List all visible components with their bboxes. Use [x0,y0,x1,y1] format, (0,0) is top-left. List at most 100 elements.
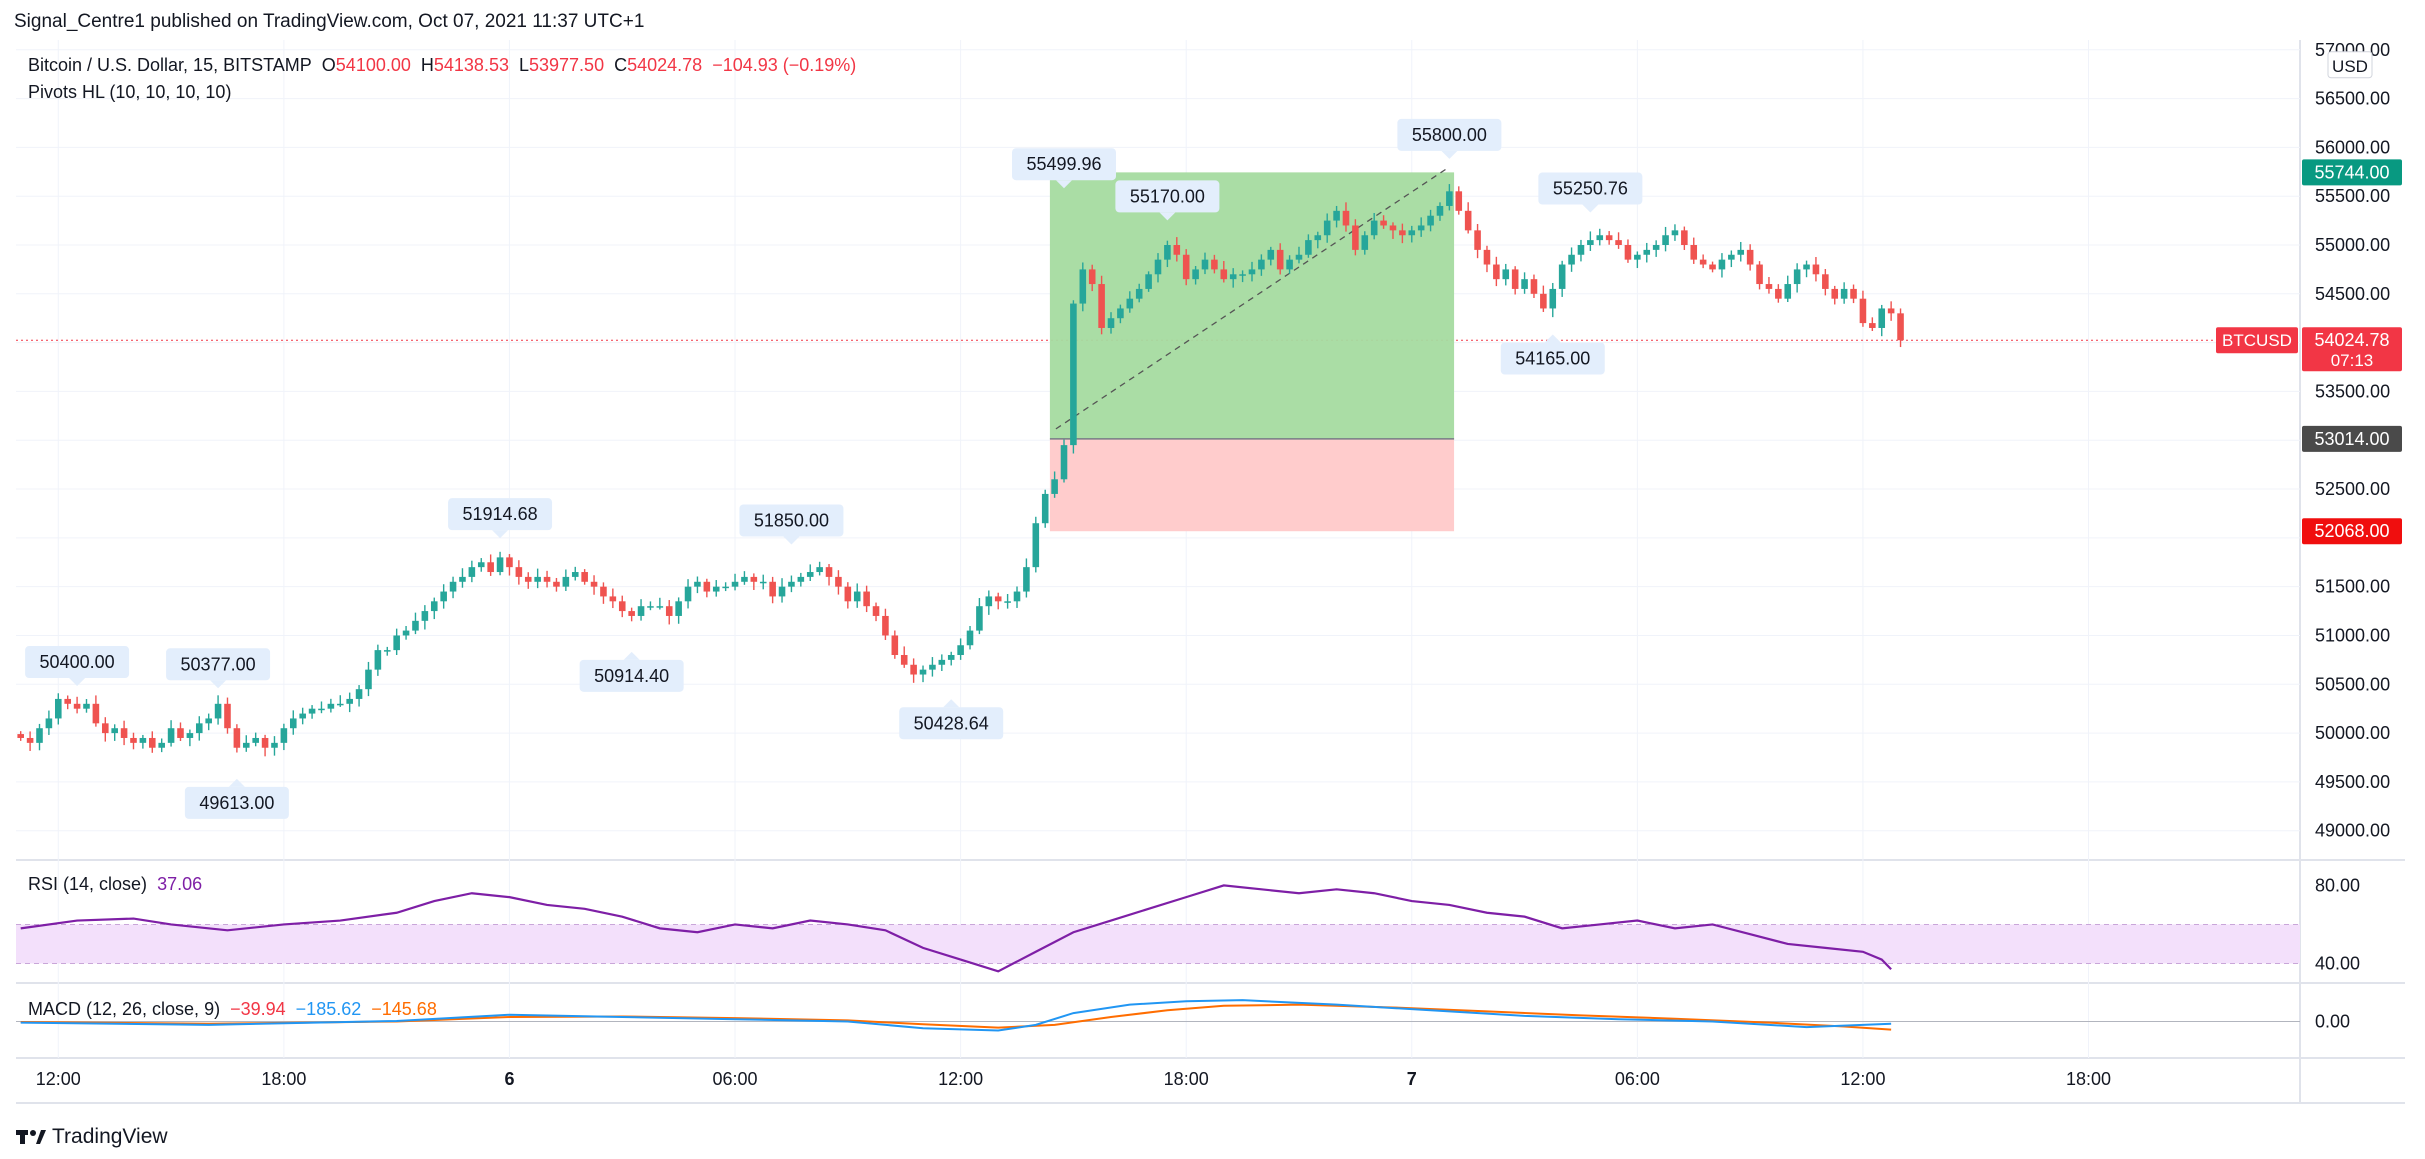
candle-body [1107,318,1115,328]
currency-box [2327,51,2373,79]
stop-price-tag-text: 52068.00 [2314,521,2389,541]
price-tick-label: 55500.00 [2315,186,2390,206]
candle-body [628,611,635,616]
candle-body [1323,220,1331,236]
candle-body [600,586,607,597]
candle-body [1624,245,1632,260]
pivot-pointer [1544,334,1561,343]
macd-name: MACD (12, 26, close, 9) [28,999,221,1019]
rsi-legend: RSI (14, close) 37.06 [28,874,202,895]
candle-body [581,572,588,582]
candle-body [1605,235,1613,241]
candle-body [1436,205,1444,216]
tradingview-logo-text: TradingView [52,1125,168,1148]
price-tick-label: 55000.00 [2315,235,2390,255]
pivot-label-box [1012,148,1117,181]
time-tick-label: 06:00 [713,1069,758,1089]
candle-body [1530,279,1538,294]
candle-body [703,581,711,592]
candle-body [402,630,410,636]
candle-body [1568,254,1575,265]
pivot-label-box [166,648,271,681]
pivot-pointer [623,651,640,660]
candle-body [83,703,90,709]
candle-body [1135,288,1143,299]
candle-body [590,581,598,587]
candle-body [1803,264,1810,270]
candle-body [1427,215,1434,226]
rsi-band [16,924,2300,964]
candle-body [214,703,222,719]
time-tick-label: 18:00 [2066,1069,2111,1089]
candle-body [1577,245,1585,255]
candle-body [1662,235,1669,245]
candle-body [318,708,325,711]
candle-body [1812,264,1820,275]
candle-body [1690,245,1698,260]
candle-body [336,703,344,706]
candle-body [1004,601,1011,603]
pivot-pointer [1441,150,1458,159]
candle-body [1784,284,1792,299]
pivot-label-text: 55250.76 [1553,179,1628,199]
rsi-value: 37.06 [157,874,203,894]
low-value: 53977.50 [529,55,605,75]
rsi-tick-label: 80.00 [2315,875,2360,895]
candle-body [449,581,457,592]
candle-body [1023,567,1030,592]
pivot-label-text: 55800.00 [1412,125,1487,145]
candle-body [1352,225,1359,250]
candle-body [1239,274,1246,276]
candle-body [1117,308,1124,319]
candle-body [365,669,372,690]
macd-value-3: −145.68 [371,999,437,1019]
candle-body [1793,269,1801,285]
candle-body [459,576,466,582]
candle-body [1831,288,1839,299]
candle-body [1145,274,1152,289]
candle-body [1587,240,1594,245]
candle-body [1051,479,1058,494]
candle-body [1333,210,1340,221]
pivot-pointer [228,778,245,787]
candle-body [45,718,53,729]
candle-body [665,606,673,616]
candle-body [1088,269,1096,285]
candle-body [1314,235,1322,241]
candle-body [515,567,523,577]
candle-body [1013,591,1021,602]
candle-body [1634,254,1641,260]
candle-body [1070,303,1077,446]
candle-body [383,650,391,652]
candle-body [788,581,795,587]
candle-body [280,728,288,743]
candle-body [947,655,955,660]
candle-body [233,728,241,748]
candle-body [1286,259,1293,270]
pivot-pointer [943,699,960,708]
candle-body [722,586,729,589]
candle-body [139,737,147,743]
change-value: −104.93 (−0.19%) [712,55,857,75]
pivot-label-box [1538,172,1643,205]
candle-body [656,606,664,608]
current-price-tag-box [2302,327,2402,372]
candle-body [1098,284,1105,328]
pivot-pointer [1582,204,1599,213]
candle-body [929,664,936,670]
symbol-legend: Bitcoin / U.S. Dollar, 15, BITSTAMP O541… [28,55,856,76]
current-price-tag-text: 54024.78 [2314,330,2389,350]
candle-body [327,703,335,709]
tradingview-logo[interactable]: TradingView [16,1125,168,1149]
loss-zone [1049,438,1455,532]
target-price-tag-box [2302,159,2402,186]
candle-body [900,655,908,665]
time-tick-label: 6 [504,1069,514,1089]
candle-body [966,630,974,646]
candle-body [1248,269,1256,275]
rsi-line [20,884,1892,973]
pivot-labels: 50400.00 50377.00 49613.00 51914.68 50914.40… [25,118,1643,819]
candle-body [1211,259,1218,270]
price-tick-label: 56500.00 [2315,89,2390,109]
